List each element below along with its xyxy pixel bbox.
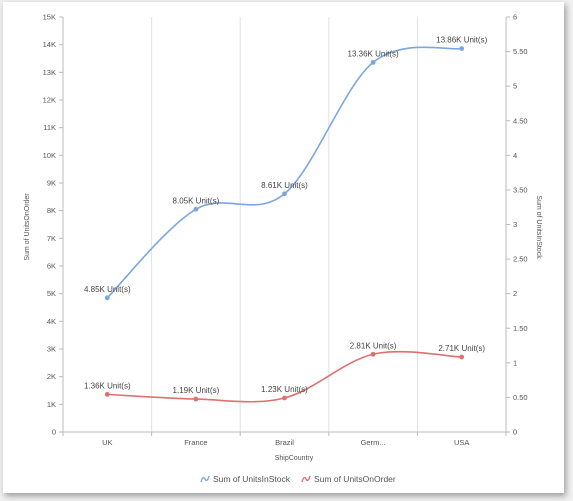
series-line[interactable] [107,350,462,403]
x-axis-label: ShipCountry [275,455,314,462]
left-axis-ticks: 0 1K 2K 3K 4K 5K 6K 7K 8K 9K 10K 11K 12K 13K 14K 15K [43,13,63,437]
y-left-tick-label: 12K [43,96,56,105]
grid-lines [151,17,418,432]
y-left-tick-label: 9K [47,179,56,188]
x-tick-label[interactable]: Brazil [275,438,294,447]
data-point[interactable] [193,206,199,212]
y-right-tick-label: 3 [513,220,517,229]
x-axis-ticks: UK France Brazil Germ... USA [62,432,507,447]
data-labels: 4.85K Unit(s) 8.05K Unit(s) 8.61K Unit(s) 1… [84,36,488,396]
y-right-tick-label: 6 [513,13,517,22]
data-point[interactable] [282,191,287,197]
y-left-tick-label: 3K [47,345,56,354]
axes [62,17,507,433]
y-left-tick-label: 2K [47,372,56,381]
y-left-tick-label: 10K [43,151,56,160]
y-left-tick-label: 7K [47,234,56,243]
y-right-tick-label: 0.50 [513,393,528,402]
y-right-tick-label: 3.50 [513,185,528,194]
y-left-tick-label: 15K [43,13,56,22]
y-right-tick-label: 4.50 [513,116,528,125]
data-label: 1.19K Unit(s) [173,386,220,395]
y-left-tick-label: 14K [43,40,56,49]
data-point[interactable] [193,396,199,402]
y-right-tick-label: 5.50 [513,47,528,56]
y-right-tick-label: 1 [513,358,517,367]
data-label: 8.61K Unit(s) [261,181,308,190]
y-left-tick-label: 4K [47,317,56,326]
data-label: 2.71K Unit(s) [438,344,485,353]
series-line[interactable] [106,46,462,299]
y-left-tick-label: 5K [47,289,56,298]
y-right-tick-label: 2.50 [513,255,528,264]
x-tick-label[interactable]: UK [102,438,112,447]
y-axis-left-label: Sum of UnitsOnOrder [24,193,31,261]
data-point[interactable] [370,351,376,357]
y-right-tick-label: 5 [513,82,517,91]
data-label: 4.85K Unit(s) [84,285,131,294]
data-label: 1.23K Unit(s) [261,385,308,394]
y-right-tick-label: 4 [513,151,517,160]
x-tick-label[interactable]: Germ... [361,438,386,447]
data-label: 2.81K Unit(s) [350,341,397,350]
legend-series-icon [301,475,311,483]
y-left-tick-label: 1K [47,400,56,409]
data-point[interactable] [459,46,465,51]
legend-series-icon [200,475,210,483]
data-point[interactable] [459,354,465,360]
legend-entry-label[interactable]: Sum of UnitsInStock [213,474,291,484]
data-label: 8.05K Unit(s) [173,196,220,205]
x-tick-label[interactable]: France [184,438,207,447]
data-label: 13.86K Unit(s) [436,36,487,45]
y-left-tick-label: 8K [47,206,56,215]
y-axis-right-label: Sum of UnitsInStock [535,195,542,259]
y-left-tick-label: 0 [52,428,56,437]
legend: Sum of UnitsInStock Sum of UnitsOnOrder [200,474,396,484]
data-point[interactable] [104,391,110,397]
data-label: 13.36K Unit(s) [348,49,399,58]
y-left-tick-label: 11K [43,123,56,132]
data-label: 1.36K Unit(s) [84,381,131,390]
series-group [104,46,465,403]
y-right-tick-label: 0 [513,428,517,437]
data-point[interactable] [104,295,110,301]
y-right-tick-label: 1.50 [513,324,528,333]
right-axis-ticks: 0 0.50 1 1.50 2 2.50 3 3.50 4 4.50 5 5.50 6 [506,13,528,437]
x-tick-label[interactable]: USA [454,438,469,447]
legend-entry-label[interactable]: Sum of UnitsOnOrder [314,474,396,484]
y-left-tick-label: 6K [47,262,56,271]
data-point[interactable] [282,395,287,401]
y-right-tick-label: 2 [513,289,517,298]
data-point[interactable] [370,59,376,65]
y-left-tick-label: 13K [43,68,56,77]
